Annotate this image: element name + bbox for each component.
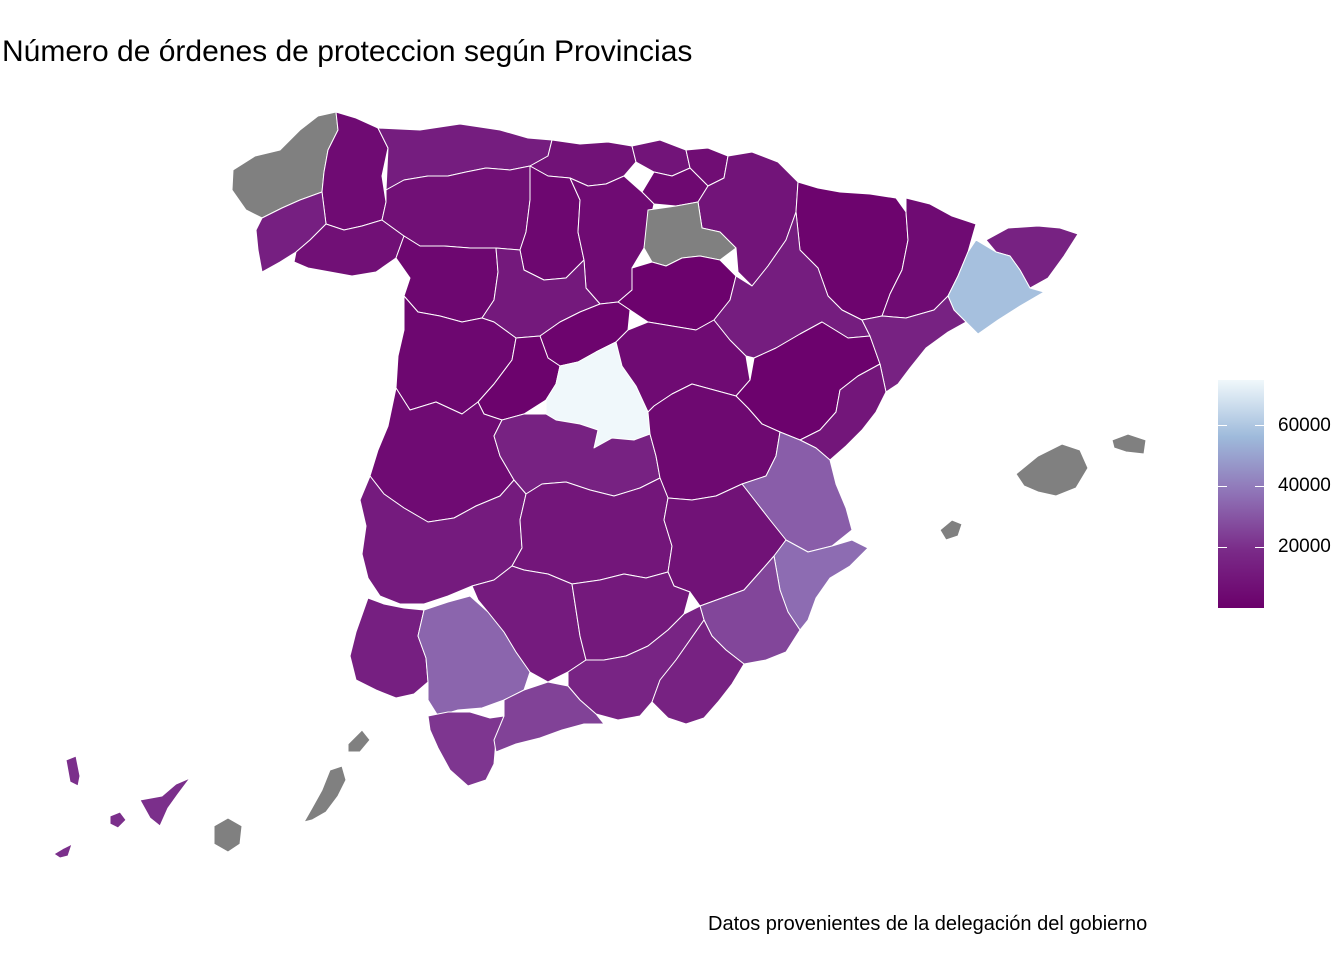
region-lanzarote bbox=[347, 729, 371, 753]
legend-color-bar bbox=[1218, 380, 1264, 608]
region-huelva bbox=[349, 597, 429, 699]
legend: 20000 40000 60000 bbox=[1218, 380, 1344, 610]
region-navarra bbox=[697, 151, 799, 287]
region-baleares-ibiza bbox=[939, 519, 963, 541]
legend-tick-label: 60000 bbox=[1278, 414, 1331, 436]
region-cadiz bbox=[427, 711, 505, 787]
region-almeria bbox=[651, 619, 745, 725]
region-barcelona bbox=[947, 239, 1045, 335]
region-el-hierro bbox=[53, 843, 73, 859]
region-malaga bbox=[493, 681, 605, 753]
region-la-gomera bbox=[109, 811, 127, 829]
region-tenerife bbox=[139, 777, 191, 827]
map-title: Número de órdenes de proteccion según Pr… bbox=[2, 35, 693, 68]
region-la-palma bbox=[65, 755, 81, 787]
region-ciudad-real bbox=[511, 477, 673, 585]
legend-tick-label: 20000 bbox=[1278, 536, 1331, 558]
data-source-caption: Datos provenientes de la delegación del … bbox=[708, 913, 1148, 935]
region-fuerteventura bbox=[303, 765, 347, 823]
region-tarragona bbox=[861, 295, 967, 393]
region-baleares-menorca bbox=[1111, 433, 1147, 455]
legend-tick-label: 40000 bbox=[1278, 475, 1331, 497]
region-baleares-mallorca bbox=[1015, 443, 1089, 497]
region-gran-canaria bbox=[213, 817, 243, 853]
region-bizkaia bbox=[631, 139, 691, 177]
